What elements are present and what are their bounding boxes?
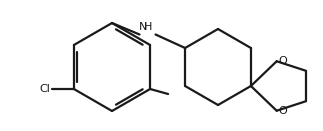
- Text: O: O: [278, 106, 287, 116]
- Text: N: N: [139, 23, 148, 32]
- Text: Cl: Cl: [39, 84, 50, 94]
- Text: H: H: [144, 23, 153, 32]
- Text: O: O: [278, 56, 287, 66]
